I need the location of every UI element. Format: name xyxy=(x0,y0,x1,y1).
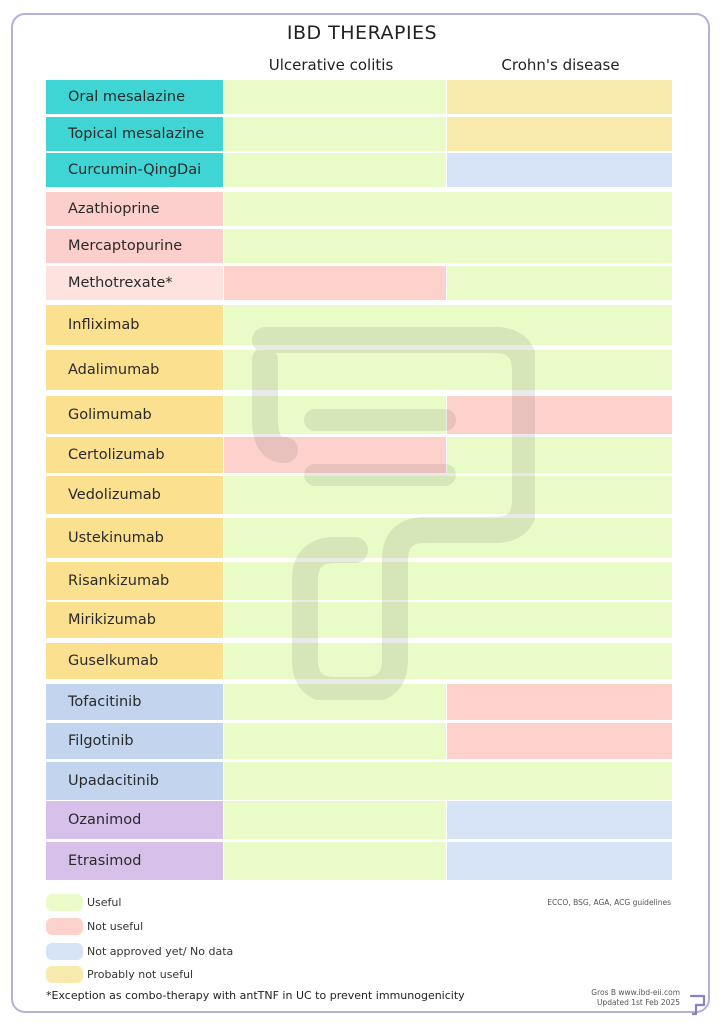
table-row: Mirikizumab xyxy=(46,602,672,638)
drug-name: Mirikizumab xyxy=(46,602,223,638)
status-cell-cd xyxy=(447,266,672,300)
legend-item: Useful xyxy=(46,893,121,911)
status-cell-cd xyxy=(447,117,672,151)
status-cell-both xyxy=(224,762,672,800)
guidelines-note: ECCO, BSG, AGA, ACG guidelines xyxy=(547,898,671,907)
table-row: Risankizumab xyxy=(46,562,672,600)
drug-name: Ozanimod xyxy=(46,801,223,839)
status-cell-both xyxy=(224,518,672,558)
status-cell-uc xyxy=(224,684,446,720)
status-cell-both xyxy=(224,229,672,263)
drug-name: Filgotinib xyxy=(46,723,223,759)
table-row: Mercaptopurine xyxy=(46,229,672,263)
drug-name: Methotrexate* xyxy=(46,266,223,300)
status-cell-cd xyxy=(447,153,672,187)
table-row: Upadacitinib xyxy=(46,762,672,800)
drug-name: Guselkumab xyxy=(46,643,223,679)
page-title: IBD THERAPIES xyxy=(286,22,438,44)
legend-item: Not approved yet/ No data xyxy=(46,942,233,960)
legend-item: Not useful xyxy=(46,917,143,935)
legend-swatch xyxy=(46,893,83,911)
table-row: Guselkumab xyxy=(46,643,672,679)
drug-name: Golimumab xyxy=(46,396,223,434)
table-row: Tofacitinib xyxy=(46,684,672,720)
footnote: *Exception as combo-therapy with antTNF … xyxy=(46,989,465,1002)
status-cell-both xyxy=(224,562,672,600)
drug-name: Risankizumab xyxy=(46,562,223,600)
drug-name: Oral mesalazine xyxy=(46,80,223,114)
column-header-uc: Ulcerative colitis xyxy=(268,56,394,74)
table-row: Infliximab xyxy=(46,305,672,345)
status-cell-cd xyxy=(447,842,672,880)
table-row: Certolizumab xyxy=(46,437,672,473)
status-cell-cd xyxy=(447,396,672,434)
drug-name: Tofacitinib xyxy=(46,684,223,720)
status-cell-cd xyxy=(447,684,672,720)
table-row: Curcumin-QingDai xyxy=(46,153,672,187)
legend-label: Not approved yet/ No data xyxy=(87,944,234,958)
status-cell-both xyxy=(224,643,672,679)
table-row: Topical mesalazine xyxy=(46,117,672,151)
status-cell-cd xyxy=(447,437,672,473)
drug-name: Topical mesalazine xyxy=(46,117,223,151)
drug-name: Certolizumab xyxy=(46,437,223,473)
credit-text: Gros B www.ibd-eii.com xyxy=(591,988,680,997)
status-cell-both xyxy=(224,350,672,390)
updated-text: Updated 1st Feb 2025 xyxy=(596,998,680,1007)
status-cell-uc xyxy=(224,723,446,759)
status-cell-cd xyxy=(447,801,672,839)
legend-swatch xyxy=(46,942,83,960)
status-cell-uc xyxy=(224,117,446,151)
table-row: Vedolizumab xyxy=(46,476,672,514)
status-cell-both xyxy=(224,602,672,638)
status-cell-uc xyxy=(224,80,446,114)
status-cell-both xyxy=(224,192,672,226)
table-row: Methotrexate* xyxy=(46,266,672,300)
status-cell-uc xyxy=(224,437,446,473)
status-cell-cd xyxy=(447,80,672,114)
table-row: Filgotinib xyxy=(46,723,672,759)
drug-name: Infliximab xyxy=(46,305,223,345)
status-cell-uc xyxy=(224,266,446,300)
drug-name: Etrasimod xyxy=(46,842,223,880)
legend-label: Probably not useful xyxy=(87,967,194,981)
drug-name: Vedolizumab xyxy=(46,476,223,514)
column-header-cd: Crohn's disease xyxy=(501,56,620,74)
table-row: Azathioprine xyxy=(46,192,672,226)
table-row: Adalimumab xyxy=(46,350,672,390)
drug-name: Curcumin-QingDai xyxy=(46,153,223,187)
table-row: Ustekinumab xyxy=(46,518,672,558)
legend-swatch xyxy=(46,917,83,935)
status-cell-both xyxy=(224,476,672,514)
legend-label: Useful xyxy=(87,895,122,909)
legend-label: Not useful xyxy=(87,919,144,933)
drug-name: Upadacitinib xyxy=(46,762,223,800)
status-cell-uc xyxy=(224,396,446,434)
drug-name: Ustekinumab xyxy=(46,518,223,558)
intestine-logo-icon xyxy=(689,994,706,1016)
drug-name: Azathioprine xyxy=(46,192,223,226)
table-row: Golimumab xyxy=(46,396,672,434)
status-cell-cd xyxy=(447,723,672,759)
drug-name: Adalimumab xyxy=(46,350,223,390)
status-cell-uc xyxy=(224,842,446,880)
status-cell-uc xyxy=(224,801,446,839)
legend-swatch xyxy=(46,965,83,983)
legend-item: Probably not useful xyxy=(46,965,193,983)
page-frame xyxy=(11,13,710,1013)
table-row: Etrasimod xyxy=(46,842,672,880)
drug-name: Mercaptopurine xyxy=(46,229,223,263)
table-row: Ozanimod xyxy=(46,801,672,839)
table-row: Oral mesalazine xyxy=(46,80,672,114)
status-cell-both xyxy=(224,305,672,345)
status-cell-uc xyxy=(224,153,446,187)
